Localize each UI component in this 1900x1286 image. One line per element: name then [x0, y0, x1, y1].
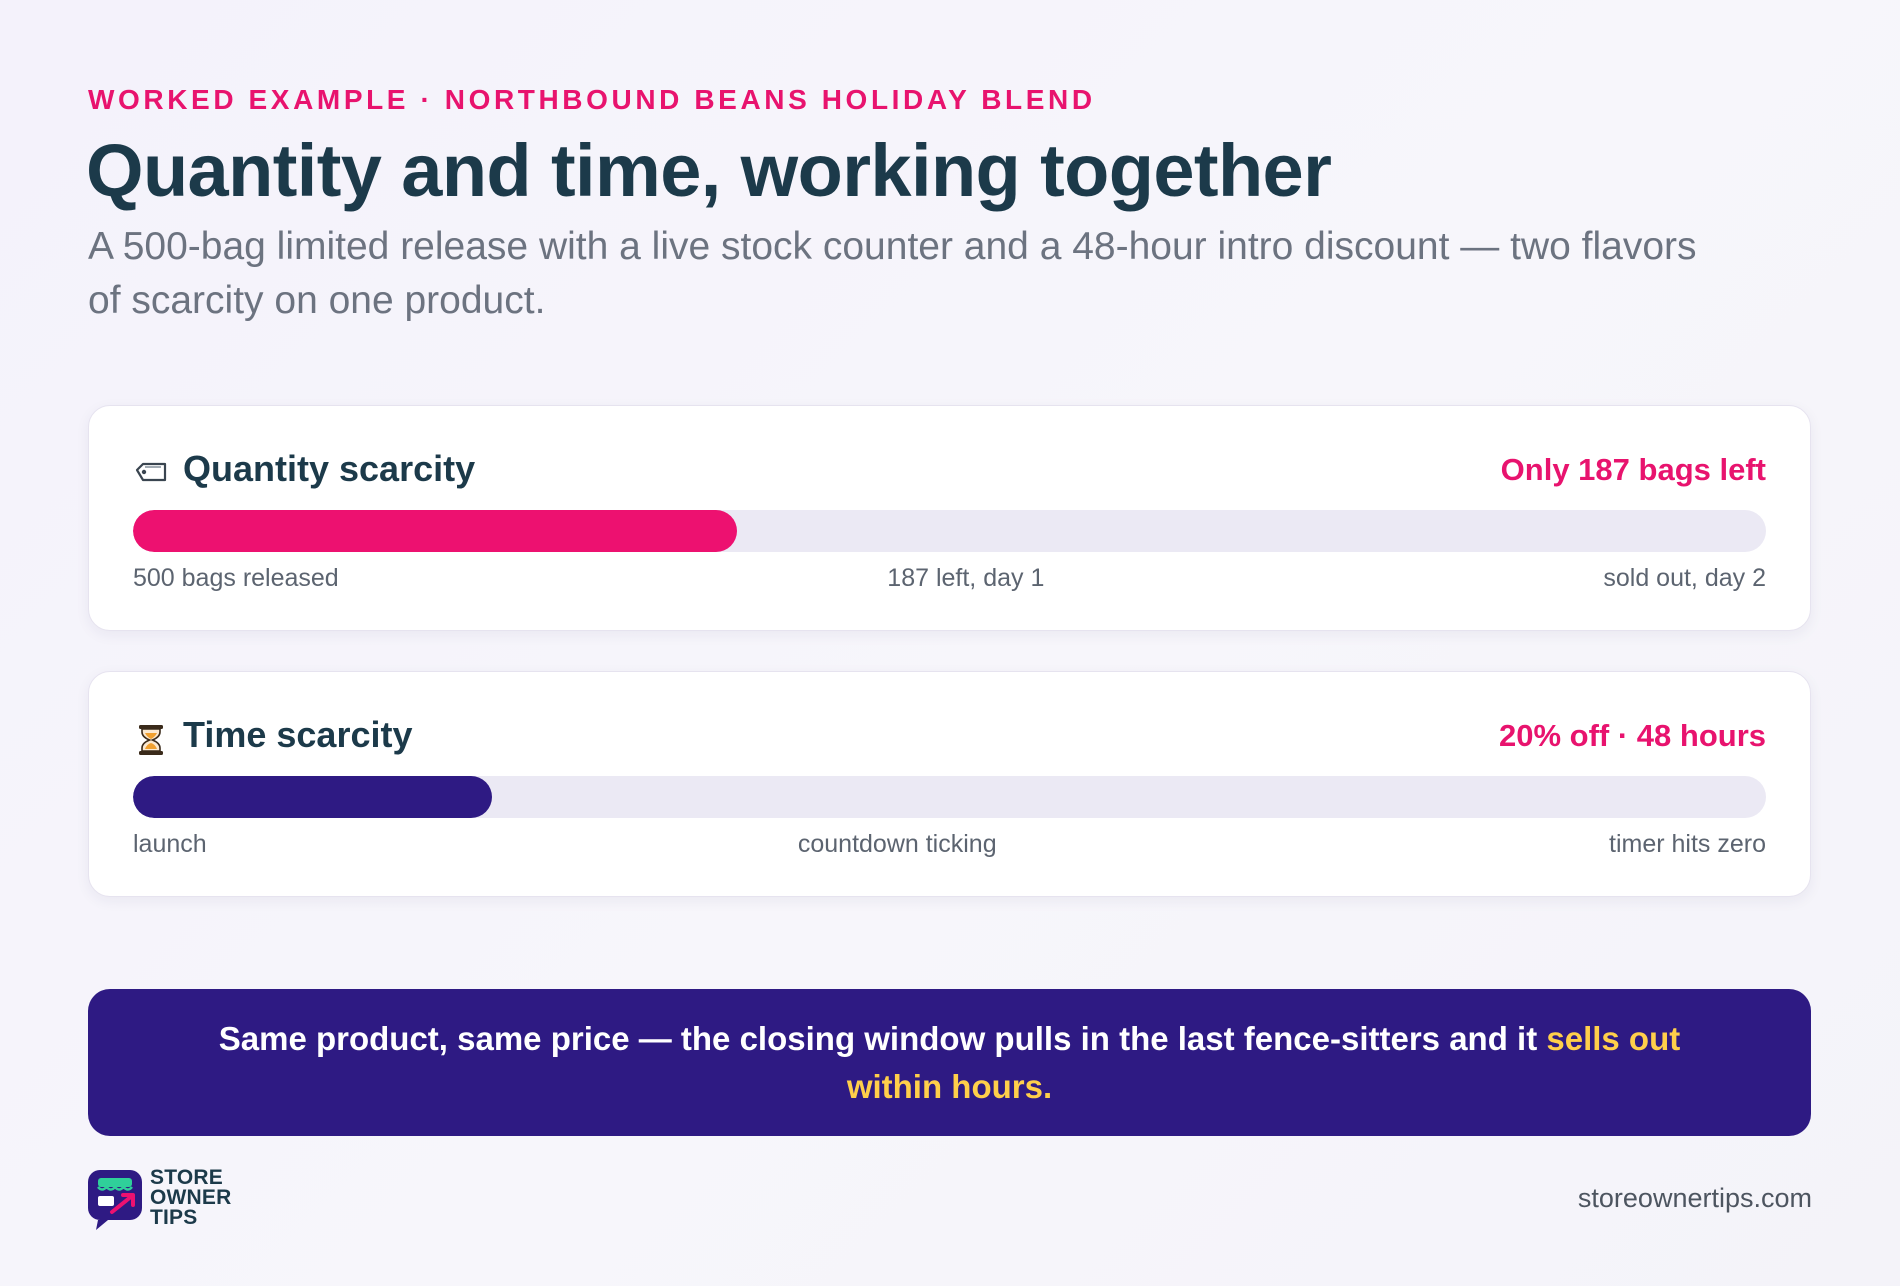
eyebrow-label: WORKED EXAMPLE · NORTHBOUND BEANS HOLIDA… [88, 84, 1096, 115]
tick-middle: 187 left, day 1 [887, 564, 1045, 592]
status-label: 20% off · 48 hours [1499, 718, 1766, 753]
progress-ticks: 500 bags released 187 left, day 1 sold o… [133, 564, 1766, 598]
page-title: Quantity and time, working together [86, 129, 1332, 212]
tick-start: launch [133, 830, 207, 858]
tick-end: sold out, day 2 [1603, 564, 1766, 592]
page-subtitle: A 500-bag limited release with a live st… [88, 225, 1697, 322]
progress-track [133, 776, 1766, 818]
progress-ticks: launch countdown ticking timer hits zero [133, 830, 1766, 864]
tick-middle: countdown ticking [797, 830, 997, 858]
conclusion-banner: Same product, same price — the closing w… [88, 989, 1811, 1136]
site-url: storeownertips.com [1577, 1183, 1812, 1213]
logo-line: TIPS [150, 1206, 198, 1229]
progress-fill [133, 510, 738, 552]
logo-line: STORE [150, 1166, 223, 1189]
time-scarcity-card: Time scarcity 20% off · 48 hours launch … [88, 671, 1811, 897]
card-header: Quantity scarcity Only 187 bags left [133, 446, 1766, 496]
card-title: Time scarcity [183, 714, 413, 755]
logo-wordmark: STORE OWNER TIPS [150, 1166, 232, 1229]
progress-track [133, 510, 1766, 552]
banner-main-text: Same product, same price — the closing w… [218, 1019, 1547, 1057]
banner-highlight: sells out within hours. [846, 1019, 1681, 1105]
progress-fill [133, 776, 493, 818]
banner-text: Same product, same price — the closing w… [168, 1015, 1731, 1111]
tick-end: timer hits zero [1609, 830, 1766, 858]
tick-start: 500 bags released [133, 564, 339, 592]
store-owner-tips-logo-icon [88, 1170, 142, 1230]
quantity-scarcity-card: Quantity scarcity Only 187 bags left 500… [88, 405, 1811, 631]
card-header: Time scarcity 20% off · 48 hours [133, 712, 1766, 762]
status-label: Only 187 bags left [1500, 452, 1766, 487]
hourglass-icon [139, 725, 163, 755]
tag-icon [135, 462, 167, 482]
brand-logo: STORE OWNER TIPS [88, 1166, 288, 1230]
logo-line: OWNER [150, 1186, 232, 1209]
card-title: Quantity scarcity [183, 448, 476, 489]
